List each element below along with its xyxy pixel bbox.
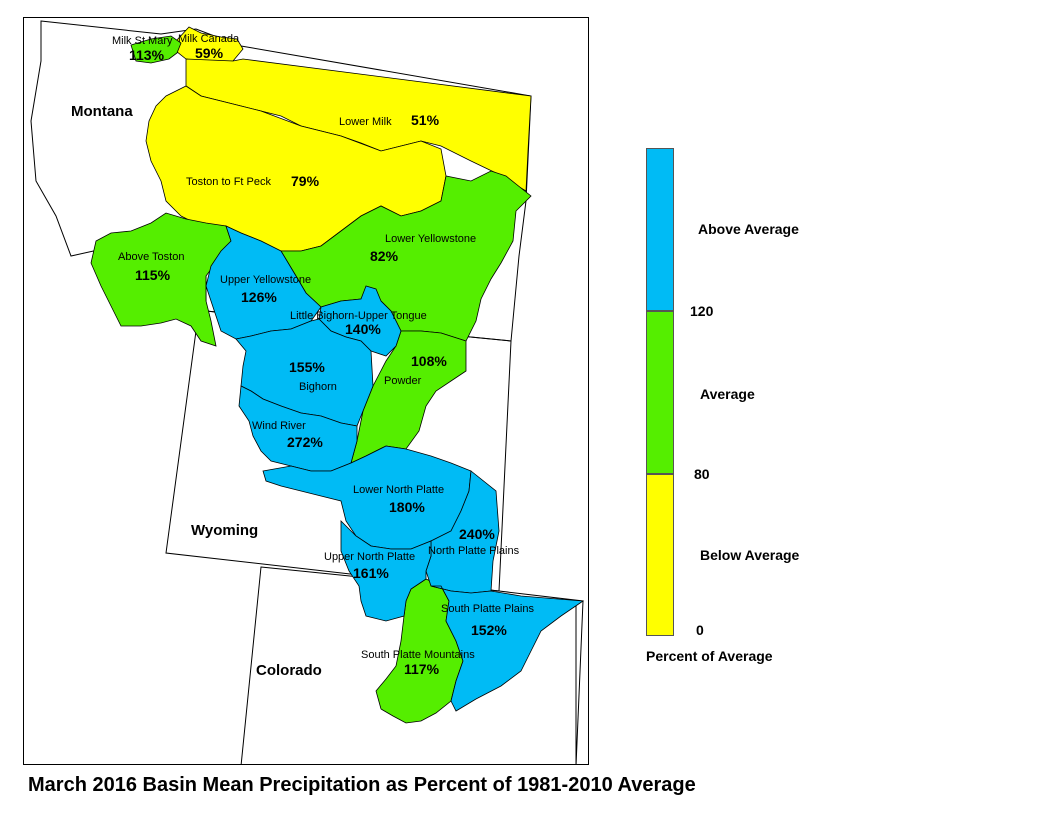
map-title: March 2016 Basin Mean Precipitation as P… [28, 774, 696, 796]
basin-south-platte-plains [430, 585, 585, 712]
basin-name-milk-canada: Milk Canada [178, 33, 240, 45]
basin-pct-little-bighorn-upper-tongue: 140% [345, 321, 381, 337]
basin-pct-milk-canada: 59% [195, 45, 224, 61]
legend-label-average: Average [700, 386, 755, 402]
basin-pct-powder: 108% [411, 353, 447, 369]
basin-pct-wind-river: 272% [287, 434, 323, 450]
basin-pct-bighorn: 155% [289, 359, 325, 375]
basin-pct-upper-yellowstone: 126% [241, 289, 277, 305]
basin-upper-north-platte [340, 520, 432, 622]
basin-pct-lower-yellowstone: 82% [370, 248, 399, 264]
legend: Above Average 120 Average 80 Below Avera… [640, 140, 900, 680]
basin-pct-milk-st-mary: 113% [129, 47, 165, 63]
basin-pct-south-platte-plains: 152% [471, 622, 507, 638]
basin-name-milk-st-mary: Milk St Mary [112, 35, 173, 47]
basin-name-south-platte-mountains: South Platte Mountains [361, 649, 475, 661]
basin-name-upper-yellowstone: Upper Yellowstone [220, 274, 311, 286]
basin-name-lower-milk: Lower Milk [339, 116, 392, 128]
legend-tick-120: 120 [690, 303, 714, 319]
basin-pct-north-platte-plains: 240% [459, 526, 495, 542]
basin-pct-lower-north-platte: 180% [389, 499, 425, 515]
basin-name-little-bighorn-upper-tongue: Little Bighorn-Upper Tongue [290, 310, 427, 322]
state-label-montana: Montana [71, 103, 133, 120]
basin-pct-above-toston: 115% [135, 267, 171, 283]
state-label-colorado: Colorado [256, 662, 322, 679]
basin-pct-toston-ft-peck: 79% [291, 173, 320, 189]
basin-name-north-platte-plains: North Platte Plains [428, 545, 520, 557]
basin-name-above-toston: Above Toston [118, 251, 184, 263]
basin-pct-upper-north-platte: 161% [353, 565, 389, 581]
legend-swatch-above [646, 148, 674, 311]
basin-milk-canada [175, 26, 244, 64]
basin-name-powder: Powder [384, 375, 422, 387]
basin-milk-st-mary [130, 35, 182, 64]
basin-name-bighorn: Bighorn [299, 381, 337, 393]
basin-pct-lower-milk: 51% [411, 112, 440, 128]
basin-map: Montana Wyoming Colorado Milk St Mary 11… [30, 20, 585, 764]
basin-pct-south-platte-mountains: 117% [404, 661, 440, 677]
legend-label-below: Below Average [700, 547, 800, 563]
basin-name-wind-river: Wind River [252, 420, 306, 432]
legend-title: Percent of Average [646, 648, 773, 664]
map-frame: Montana Wyoming Colorado Milk St Mary 11… [23, 17, 589, 765]
legend-swatch-below [646, 474, 674, 636]
basin-name-lower-yellowstone: Lower Yellowstone [385, 233, 476, 245]
basin-name-toston-ft-peck: Toston to Ft Peck [186, 176, 271, 188]
legend-tick-80: 80 [694, 466, 710, 482]
basin-name-lower-north-platte: Lower North Platte [353, 484, 444, 496]
basin-above-toston [90, 212, 232, 347]
state-label-wyoming: Wyoming [191, 522, 258, 539]
basin-name-upper-north-platte: Upper North Platte [324, 551, 415, 563]
legend-tick-0: 0 [696, 622, 704, 638]
legend-label-above: Above Average [698, 221, 799, 237]
legend-swatch-average [646, 311, 674, 474]
basin-name-south-platte-plains: South Platte Plains [441, 603, 534, 615]
